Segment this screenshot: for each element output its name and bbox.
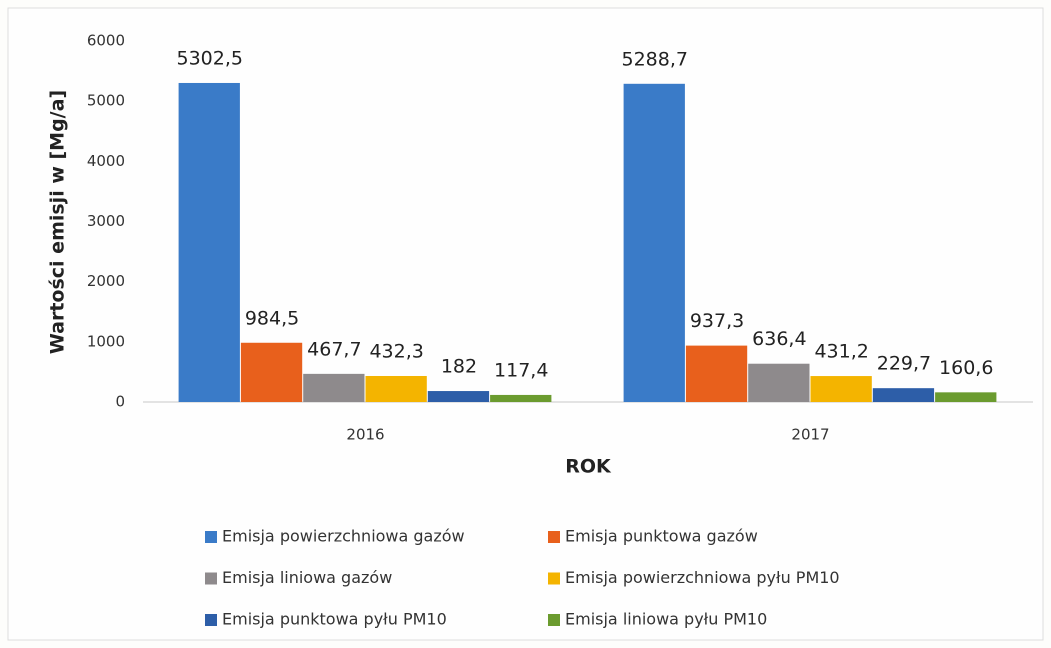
y-tick-label: 2000 bbox=[87, 272, 125, 290]
y-tick-label: 3000 bbox=[87, 212, 125, 230]
value-label: 636,4 bbox=[752, 328, 806, 350]
bar bbox=[240, 342, 303, 402]
value-label: 229,7 bbox=[877, 353, 931, 375]
chart-frame bbox=[7, 7, 1044, 641]
legend-swatch bbox=[548, 531, 560, 543]
bar bbox=[872, 388, 935, 402]
x-axis-title: ROK bbox=[565, 456, 612, 478]
legend-label: Emisja punktowa pyłu PM10 bbox=[222, 610, 447, 629]
value-label: 431,2 bbox=[814, 341, 868, 363]
value-label: 5302,5 bbox=[177, 47, 243, 69]
bar bbox=[365, 375, 427, 402]
legend-swatch bbox=[205, 572, 217, 585]
y-tick-label: 1000 bbox=[87, 332, 125, 350]
bar bbox=[623, 83, 685, 403]
legend-label: Emisja powierzchniowa pyłu PM10 bbox=[565, 568, 840, 587]
bar bbox=[427, 391, 490, 402]
value-label: 182 bbox=[441, 356, 477, 378]
value-label: 937,3 bbox=[690, 310, 744, 332]
x-tick-label: 2016 bbox=[346, 426, 384, 444]
legend-label: Emisja powierzchniowa gazów bbox=[222, 527, 465, 546]
value-label: 984,5 bbox=[245, 307, 299, 329]
legend-label: Emisja liniowa pyłu PM10 bbox=[565, 610, 767, 629]
y-tick-label: 5000 bbox=[87, 92, 125, 110]
value-label: 432,3 bbox=[369, 340, 423, 362]
bar bbox=[810, 376, 872, 402]
bar bbox=[303, 373, 365, 402]
value-label: 5288,7 bbox=[622, 48, 688, 70]
legend-swatch bbox=[205, 614, 217, 626]
legend-swatch bbox=[548, 614, 560, 626]
bar bbox=[748, 363, 810, 402]
y-tick-label: 6000 bbox=[87, 32, 125, 50]
legend-swatch bbox=[205, 531, 217, 543]
bar bbox=[685, 345, 748, 402]
value-label: 117,4 bbox=[494, 359, 548, 381]
legend-label: Emisja liniowa gazów bbox=[222, 568, 392, 587]
bar bbox=[935, 392, 997, 402]
bar bbox=[178, 82, 240, 402]
value-label: 467,7 bbox=[307, 338, 361, 360]
legend-swatch bbox=[548, 572, 560, 585]
bar bbox=[490, 394, 552, 402]
x-tick-label: 2017 bbox=[791, 426, 829, 444]
y-tick-label: 4000 bbox=[87, 152, 125, 170]
y-axis-title: Wartości emisji w [Mg/a] bbox=[47, 90, 69, 354]
legend-label: Emisja punktowa gazów bbox=[565, 527, 758, 546]
value-label: 160,6 bbox=[939, 357, 993, 379]
y-tick-label: 0 bbox=[115, 393, 125, 411]
